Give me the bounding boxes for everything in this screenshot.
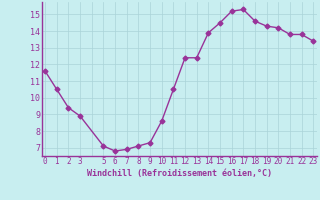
X-axis label: Windchill (Refroidissement éolien,°C): Windchill (Refroidissement éolien,°C) <box>87 169 272 178</box>
